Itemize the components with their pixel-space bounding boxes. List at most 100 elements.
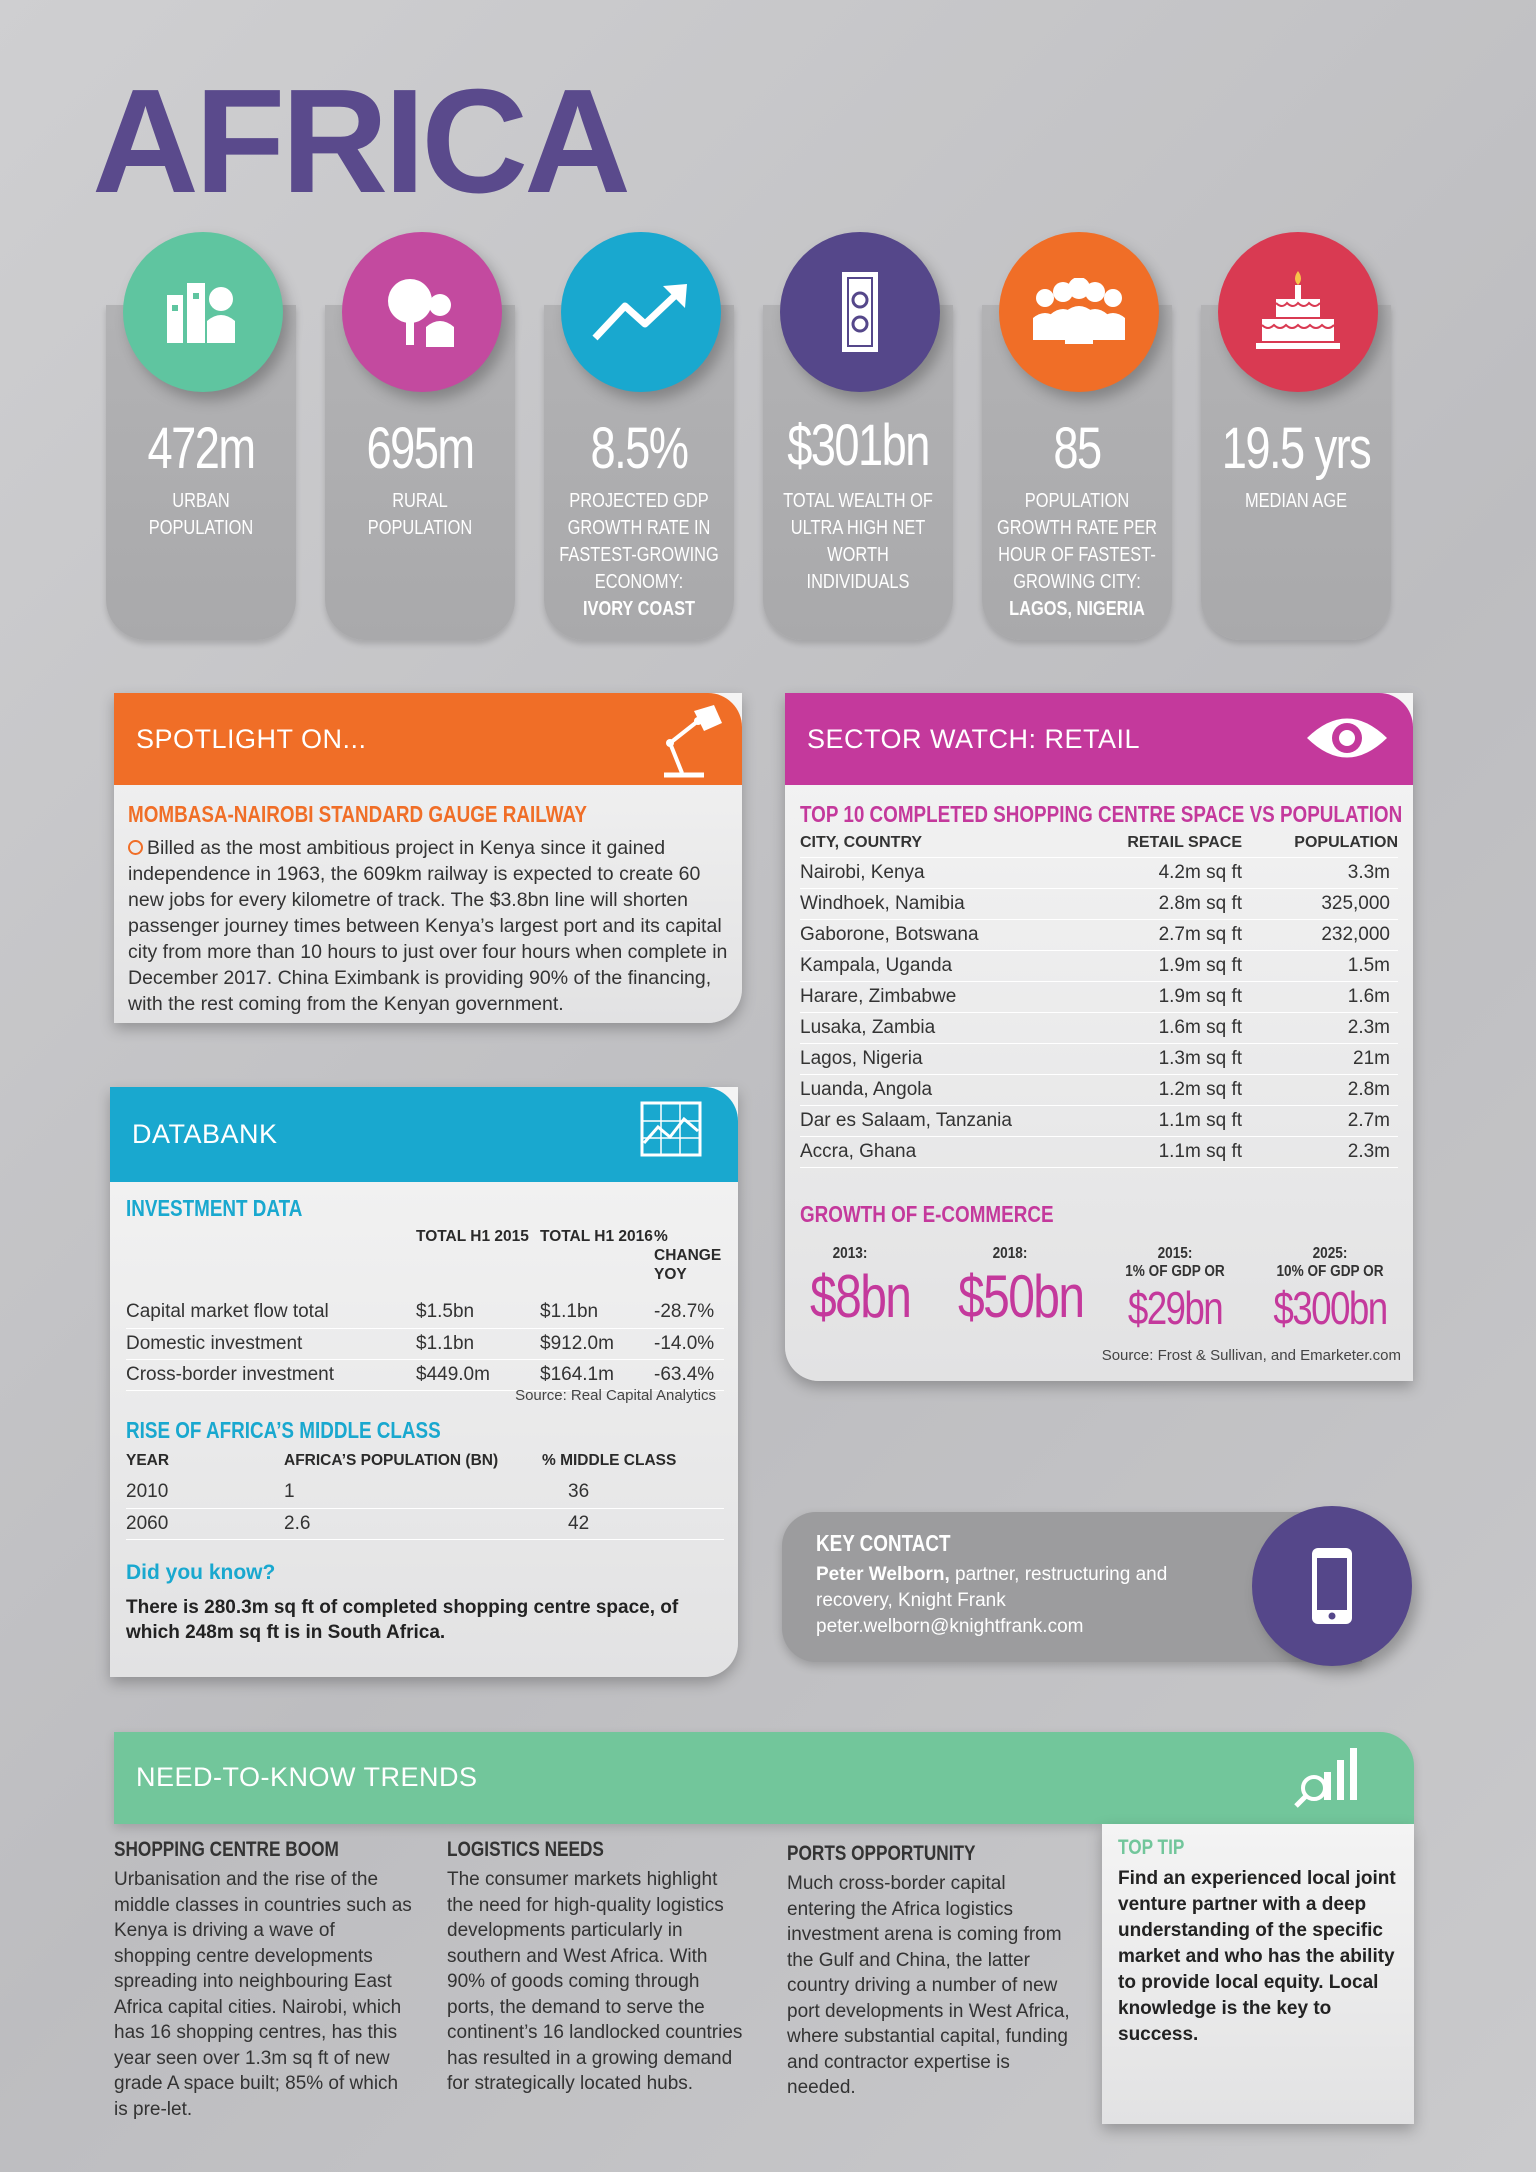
investment-table: TOTAL H1 2015 TOTAL H1 2016 % CHANGE YOY… <box>126 1227 724 1391</box>
key-contact-details: Peter Welborn, partner, restructuring an… <box>816 1564 1168 1637</box>
stat-value: 19.5 yrs <box>1221 416 1372 481</box>
table-row: Domestic investment $1.1bn $912.0m -14.0% <box>126 1328 724 1360</box>
ecommerce-item: 2013: $8bn <box>810 1245 912 1330</box>
table-row: Capital market flow total $1.5bn $1.1bn -28… <box>126 1297 724 1329</box>
stat-label: MEDIAN AGE <box>1244 490 1348 512</box>
trend-body: Much cross-border capital entering the A… <box>787 1873 1070 2098</box>
table-row: Windhoek, Namibia 2.8m sq ft 325,000 <box>800 888 1398 920</box>
page-title: AFRICA <box>92 59 631 224</box>
table-row: Cross-border investment $449.0m $164.1m -63… <box>126 1359 724 1391</box>
desk-lamp-icon <box>654 701 726 784</box>
retail-space-cell: 1.3m sq ft <box>1100 1043 1242 1075</box>
city-cell: Accra, Ghana <box>800 1136 1100 1168</box>
stat-value: $301bn <box>787 413 930 478</box>
city-cell: Lusaka, Zambia <box>800 1012 1100 1044</box>
table-row: Luanda, Angola 1.2m sq ft 2.8m <box>800 1074 1398 1106</box>
retail-space-cell: 1.9m sq ft <box>1100 981 1242 1013</box>
table-row: Lusaka, Zambia 1.6m sq ft 2.3m <box>800 1012 1398 1044</box>
birthday-cake-icon <box>1218 232 1378 392</box>
did-you-know: Did you know? <box>126 1561 276 1584</box>
population-cell: 1.6m <box>1242 981 1398 1013</box>
trend-heading: PORTS OPPORTUNITY <box>787 1842 976 1865</box>
trends-header: NEED-TO-KNOW TRENDS <box>114 1732 1414 1824</box>
urban-buildings-icon <box>123 232 283 392</box>
population-cell: 232,000 <box>1242 919 1398 951</box>
table-row: Accra, Ghana 1.1m sq ft 2.3m <box>800 1136 1398 1168</box>
chart-grid-icon <box>640 1101 702 1162</box>
retail-heading: TOP 10 COMPLETED SHOPPING CENTRE SPACE V… <box>800 801 1403 827</box>
key-contact-heading: KEY CONTACT <box>816 1530 951 1556</box>
retail-space-cell: 1.2m sq ft <box>1100 1074 1242 1106</box>
population-cell: 2.3m <box>1242 1136 1398 1168</box>
top-tip-text: Find an experienced local joint venture … <box>1118 1868 1396 2045</box>
table-row: Gaborone, Botswana 2.7m sq ft 232,000 <box>800 919 1398 951</box>
top-tip-heading: TOP TIP <box>1118 1836 1185 1859</box>
retail-panel: SECTOR WATCH: RETAIL TOP 10 COMPLETED SH… <box>785 693 1413 1381</box>
retail-space-cell: 1.1m sq ft <box>1100 1105 1242 1137</box>
retail-space-cell: 2.7m sq ft <box>1100 919 1242 951</box>
spotlight-heading: MOMBASA-NAIROBI STANDARD GAUGE RAILWAY <box>128 801 587 827</box>
bullet-circle-icon <box>128 840 143 855</box>
investment-source: Source: Real Capital Analytics <box>515 1387 716 1404</box>
stat-label: RURAL POPULATION <box>367 490 473 539</box>
retail-table: CITY, COUNTRY RETAIL SPACE POPULATION Na… <box>800 829 1398 1168</box>
did-you-know-fact: There is 280.3m sq ft of completed shopp… <box>126 1597 679 1643</box>
stat-label: URBAN POPULATION <box>148 490 254 539</box>
stat-value: 8.5% <box>590 416 689 481</box>
population-cell: 3.3m <box>1242 857 1398 889</box>
contact-email[interactable]: peter.welborn@knightfrank.com <box>816 1616 1084 1637</box>
population-cell: 325,000 <box>1242 888 1398 920</box>
retail-title: SECTOR WATCH: RETAIL <box>807 723 1141 754</box>
retail-source: Source: Frost & Sullivan, and Emarketer.… <box>1101 1347 1401 1364</box>
ecommerce-item: 2015: 1% OF GDP OR $29bn <box>1125 1245 1225 1334</box>
city-cell: Luanda, Angola <box>800 1074 1100 1106</box>
magnifier-chart-icon <box>1294 1742 1364 1817</box>
city-cell: Kampala, Uganda <box>800 950 1100 982</box>
table-row: 2010 1 36 <box>126 1477 724 1509</box>
table-row: Nairobi, Kenya 4.2m sq ft 3.3m <box>800 857 1398 889</box>
ecommerce-item: 2018: $50bn <box>958 1245 1085 1330</box>
city-cell: Dar es Salaam, Tanzania <box>800 1105 1100 1137</box>
city-cell: Gaborone, Botswana <box>800 919 1100 951</box>
stat-label: POPULATION GROWTH RATE PER HOUR OF FASTE… <box>996 490 1158 620</box>
population-cell: 2.3m <box>1242 1012 1398 1044</box>
stat-label: PROJECTED GDP GROWTH RATE IN FASTEST-GRO… <box>559 490 719 620</box>
stat-value: 85 <box>1053 416 1102 481</box>
population-cell: 1.5m <box>1242 950 1398 982</box>
stat-label: TOTAL WEALTH OF ULTRA HIGH NET WORTH IND… <box>783 490 933 593</box>
investment-heading: INVESTMENT DATA <box>126 1195 303 1221</box>
city-cell: Lagos, Nigeria <box>800 1043 1100 1075</box>
retail-space-cell: 2.8m sq ft <box>1100 888 1242 920</box>
top-tip-panel: TOP TIP Find an experienced local joint … <box>1102 1824 1414 2124</box>
databank-header: DATABANK <box>110 1087 738 1182</box>
spotlight-panel: SPOTLIGHT ON... MOMBASA-NAIROBI STANDARD… <box>114 693 742 1023</box>
trend-arrow-icon <box>561 232 721 392</box>
databank-title: DATABANK <box>132 1119 278 1149</box>
spotlight-title: SPOTLIGHT ON... <box>136 723 367 754</box>
stat-value: 472m <box>147 416 256 481</box>
eye-icon <box>1305 711 1389 770</box>
phone-icon <box>1252 1506 1412 1666</box>
databank-panel: DATABANK INVESTMENT DATA TOTAL H1 2015 T… <box>110 1087 738 1677</box>
retail-space-cell: 1.6m sq ft <box>1100 1012 1242 1044</box>
retail-space-cell: 1.9m sq ft <box>1100 950 1242 982</box>
city-cell: Windhoek, Namibia <box>800 888 1100 920</box>
retail-space-cell: 1.1m sq ft <box>1100 1136 1242 1168</box>
trend-body: Urbanisation and the rise of the middle … <box>114 1869 412 2120</box>
table-row: 2060 2.6 42 <box>126 1508 724 1540</box>
trend-body: The consumer markets highlight the need … <box>447 1869 743 2094</box>
population-cell: 2.8m <box>1242 1074 1398 1106</box>
city-cell: Harare, Zimbabwe <box>800 981 1100 1013</box>
people-group-icon <box>999 232 1159 392</box>
table-row: Kampala, Uganda 1.9m sq ft 1.5m <box>800 950 1398 982</box>
tree-house-icon <box>342 232 502 392</box>
banknote-icon <box>780 232 940 392</box>
trend-heading: SHOPPING CENTRE BOOM <box>114 1838 339 1861</box>
spotlight-header: SPOTLIGHT ON... <box>114 693 742 785</box>
retail-space-cell: 4.2m sq ft <box>1100 857 1242 889</box>
trends-title: NEED-TO-KNOW TRENDS <box>136 1762 478 1792</box>
spotlight-body: Billed as the most ambitious project in … <box>128 837 728 1015</box>
table-row: Harare, Zimbabwe 1.9m sq ft 1.6m <box>800 981 1398 1013</box>
population-cell: 21m <box>1242 1043 1398 1075</box>
stat-value: 695m <box>366 416 475 481</box>
